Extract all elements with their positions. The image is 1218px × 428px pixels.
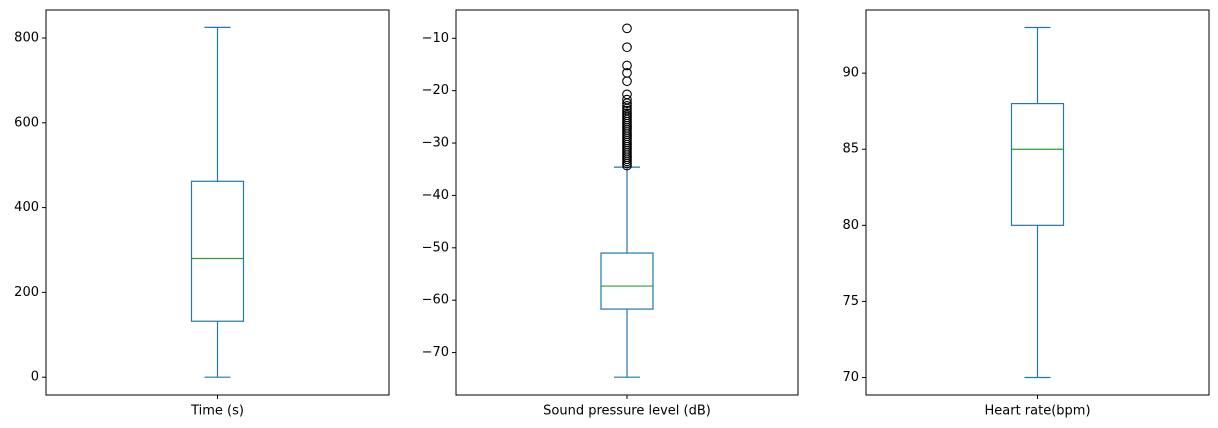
y-tick-label: 400 <box>14 200 39 215</box>
y-tick-label: 0 <box>31 370 39 385</box>
y-tick-label: 80 <box>842 218 859 233</box>
panel-2: −70 −60 −50 −40 −30 −20 −10 Sound pressure leve… <box>422 9 799 419</box>
y-tick-label: 200 <box>14 285 39 300</box>
y-tick-label: 800 <box>14 30 39 45</box>
x-axis-label: Time (s) <box>190 404 244 419</box>
y-tick-label: −60 <box>422 293 449 308</box>
y-tick-label: 75 <box>842 294 859 309</box>
outlier-point <box>622 42 632 53</box>
y-tick-label: −70 <box>422 345 449 360</box>
y-tick-label: 90 <box>842 66 859 81</box>
y-tick-label: 600 <box>14 115 39 130</box>
iqr-box <box>190 180 245 322</box>
x-axis-label: Sound pressure level (dB) <box>543 404 711 419</box>
outlier-point <box>622 60 632 71</box>
y-tick-label: −20 <box>422 83 449 98</box>
iqr-box <box>1010 102 1065 226</box>
panel-3: 70 75 80 85 90 Heart rate(bpm) <box>842 9 1210 419</box>
panel-1: 0 200 400 600 800 Time (s) <box>14 9 390 419</box>
y-tick-label: −10 <box>422 31 449 46</box>
outlier-point <box>622 76 632 87</box>
outlier-point <box>622 160 632 171</box>
y-tick-label: −50 <box>422 240 449 255</box>
outlier-point <box>622 23 632 34</box>
y-tick-label: −40 <box>422 188 449 203</box>
x-axis-label: Heart rate(bpm) <box>984 404 1090 419</box>
outlier-point <box>622 98 632 109</box>
outlier-point <box>622 101 632 111</box>
iqr-box <box>600 252 654 310</box>
y-tick-label: 85 <box>842 142 859 157</box>
y-tick-label: −30 <box>422 136 449 151</box>
y-tick-label: 70 <box>842 370 859 385</box>
